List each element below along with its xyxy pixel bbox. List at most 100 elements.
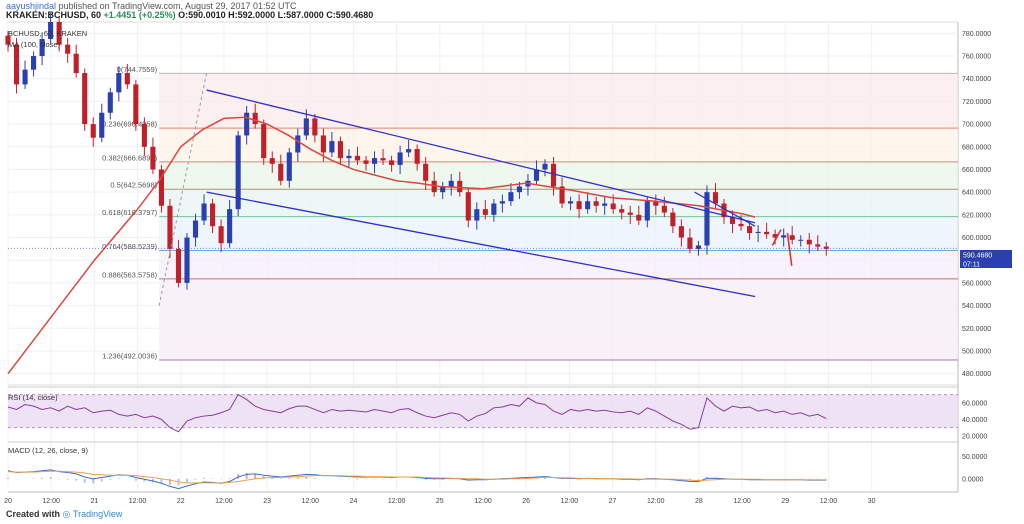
candle <box>440 181 446 199</box>
candle-body <box>210 203 216 227</box>
y-tick-label: 540.0000 <box>962 303 991 310</box>
y-tick-label: 560.0000 <box>962 280 991 287</box>
fib-label-0.764: 0.764(588.5239) <box>102 242 158 251</box>
x-tick-label: 12:00 <box>733 498 751 505</box>
x-tick-label: 20 <box>4 498 12 505</box>
author-name[interactable]: aayushjindal <box>6 1 57 11</box>
candle <box>150 137 156 175</box>
rsi-band <box>8 394 958 428</box>
candle-body <box>133 84 139 125</box>
candle-body <box>31 56 37 70</box>
x-tick-label: 27 <box>609 498 617 505</box>
main-legend[interactable]: BCHUSD, 60, KRAKEN <box>8 29 87 38</box>
candle-body <box>99 112 105 138</box>
candle <box>329 132 335 157</box>
candle-body <box>636 214 642 221</box>
macd-pane: 50.0000 0.0000 <box>7 441 987 490</box>
candle <box>210 198 216 233</box>
x-tick-label: 24 <box>350 498 358 505</box>
candle-body <box>457 180 463 193</box>
candle-body <box>550 163 557 187</box>
candle <box>644 196 650 228</box>
candle <box>22 60 28 89</box>
candle-body <box>516 186 522 193</box>
candle-body <box>661 205 667 213</box>
candle-body <box>815 244 821 247</box>
candle-body <box>533 169 540 181</box>
candle <box>568 196 574 211</box>
symbol-label: KRAKEN:BCHUSD, 60 <box>6 10 102 20</box>
rsi-tick-label: 60.0000 <box>962 400 987 407</box>
candle-body <box>252 112 258 125</box>
fib-label-0.382: 0.382(666.6899) <box>102 153 158 162</box>
candle <box>363 155 369 171</box>
candle-body <box>303 118 309 136</box>
last-price-badge: 590.4680 07:11 <box>960 250 1012 269</box>
candle <box>687 228 693 254</box>
candle <box>312 113 318 143</box>
candle <box>627 205 633 224</box>
candle <box>82 68 88 131</box>
candle <box>474 202 480 230</box>
candle <box>13 37 20 94</box>
candle-body <box>124 73 130 85</box>
candle-body <box>644 201 650 221</box>
candle-body <box>107 92 113 113</box>
candle <box>619 204 625 220</box>
tradingview-logo-icon[interactable]: ◎ <box>62 509 71 519</box>
candle <box>533 160 540 186</box>
candle-body <box>610 203 616 210</box>
candle-body <box>482 209 488 215</box>
candle <box>65 37 71 63</box>
fib-label-1.236: 1.236(492.0036) <box>102 352 158 361</box>
candle <box>798 235 804 247</box>
candle-body <box>491 203 497 215</box>
candle-body <box>465 192 471 221</box>
rsi-pane: 20.0000 40.0000 60.0000 <box>7 386 987 440</box>
candle-body <box>65 44 71 54</box>
candle-body <box>576 201 582 210</box>
candle <box>738 214 744 231</box>
rsi-tick-label: 40.0000 <box>962 417 987 424</box>
candle <box>653 194 659 215</box>
candle-body <box>448 180 454 187</box>
candle-body <box>423 163 429 181</box>
candle <box>295 128 301 162</box>
candle-body <box>5 35 11 45</box>
candle-body <box>73 53 79 74</box>
y-tick-label: 720.0000 <box>962 99 991 106</box>
ma-legend[interactable]: MA (100, close) <box>8 40 61 49</box>
candle <box>244 105 250 145</box>
candle <box>789 226 795 245</box>
x-tick-label: 12:00 <box>561 498 579 505</box>
x-tick-label: 12:00 <box>820 498 838 505</box>
y-tick-label: 760.0000 <box>962 54 991 61</box>
rsi-legend[interactable]: RSI (14, close) <box>8 393 58 402</box>
candle <box>747 221 753 240</box>
candle <box>354 146 361 165</box>
macd-tick-label: 50.0000 <box>962 454 987 461</box>
candle-body <box>508 192 514 202</box>
candle <box>516 181 522 199</box>
candle-body <box>406 149 412 153</box>
symbol-info: KRAKEN:BCHUSD, 60 +1.4451 (+0.25%) O:590… <box>6 10 373 20</box>
candle-body <box>729 217 736 224</box>
candle-body <box>158 169 164 206</box>
x-tick-label: 28 <box>695 498 703 505</box>
fib-band <box>159 278 959 361</box>
footer-brand[interactable]: TradingView <box>72 509 123 519</box>
candle <box>431 171 437 197</box>
candle-body <box>712 192 719 204</box>
macd-legend[interactable]: MACD (12, 26, close, 9) <box>8 446 89 455</box>
candle <box>465 187 471 228</box>
candle <box>815 235 821 252</box>
candle <box>227 200 233 248</box>
candle-body <box>593 201 599 206</box>
candle-body <box>337 141 343 159</box>
candle-body <box>141 124 147 147</box>
candle-body <box>320 135 326 153</box>
candle <box>559 177 565 209</box>
y-tick-label: 640.0000 <box>962 190 991 197</box>
